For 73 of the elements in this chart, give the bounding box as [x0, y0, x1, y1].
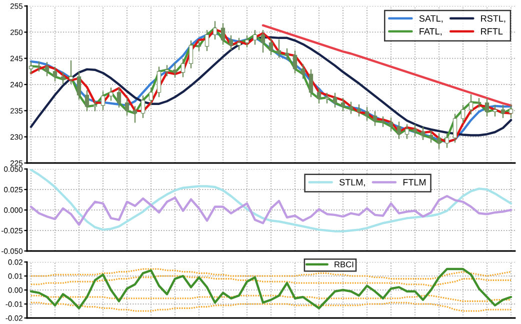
candlestick — [476, 98, 482, 108]
candlestick — [268, 38, 274, 56]
candlestick — [260, 30, 266, 53]
candlestick — [116, 88, 122, 108]
legend-label: RFTL — [481, 28, 503, 34]
candlestick — [28, 61, 34, 74]
candlestick — [132, 106, 138, 123]
candlestick — [452, 114, 458, 143]
candlestick — [60, 72, 66, 84]
candlestick — [444, 133, 450, 148]
candlestick — [436, 133, 442, 149]
line-series — [30, 302, 512, 312]
candlestick — [428, 130, 434, 143]
candlestick — [36, 61, 42, 72]
candlestick — [100, 91, 106, 110]
candlestick — [196, 40, 202, 52]
candlestick — [388, 117, 394, 132]
candlestick — [468, 94, 474, 114]
candlestick — [92, 100, 98, 112]
legend-label: RBCI — [334, 261, 354, 268]
legend-label: FTLM — [403, 179, 426, 186]
candlestick — [284, 48, 290, 60]
candlestick — [84, 90, 90, 112]
candlestick — [68, 60, 74, 84]
candlestick — [124, 98, 130, 116]
candlestick — [324, 92, 330, 104]
legend-label: STLM, — [340, 179, 365, 187]
candlestick — [348, 102, 354, 114]
candlestick — [372, 111, 378, 126]
candlestick — [252, 30, 258, 45]
candlestick — [236, 38, 242, 50]
candlestick — [228, 35, 234, 50]
legend-label: RSTL, — [481, 15, 506, 23]
candlestick — [396, 122, 402, 139]
candlestick — [356, 104, 362, 116]
candlestick — [316, 88, 322, 104]
candlestick — [156, 66, 162, 98]
candlestick — [292, 50, 298, 74]
candlestick — [308, 69, 314, 98]
candlestick — [44, 62, 50, 76]
candlestick — [332, 92, 338, 108]
candlestick — [404, 124, 410, 139]
candlestick — [140, 95, 146, 118]
candlestick — [380, 116, 386, 127]
candlestick — [164, 65, 170, 76]
candlestick — [364, 106, 370, 121]
candlestick — [500, 104, 506, 118]
candlestick — [300, 64, 306, 79]
candlestick — [204, 30, 210, 52]
candlestick — [492, 104, 498, 116]
candlestick — [148, 88, 154, 105]
candlestick — [340, 98, 346, 112]
line-series — [30, 169, 512, 232]
candlestick — [244, 35, 250, 48]
candlestick — [188, 40, 194, 68]
candlestick — [412, 124, 418, 136]
candlestick — [508, 104, 514, 118]
legend-label: FATL, — [420, 28, 442, 36]
line-series — [30, 268, 512, 310]
candlestick — [172, 63, 178, 78]
candlestick — [108, 88, 114, 101]
line-series — [262, 24, 512, 107]
candlestick — [220, 23, 226, 45]
candlestick — [76, 72, 82, 100]
candlestick — [460, 104, 466, 124]
candlestick — [212, 21, 218, 40]
candlestick — [180, 58, 186, 78]
candlestick — [420, 126, 426, 140]
candlestick — [484, 98, 490, 116]
line-series — [30, 194, 512, 226]
candlestick — [276, 39, 282, 58]
candlestick — [52, 66, 58, 82]
legend-label: SATL, — [419, 15, 443, 23]
